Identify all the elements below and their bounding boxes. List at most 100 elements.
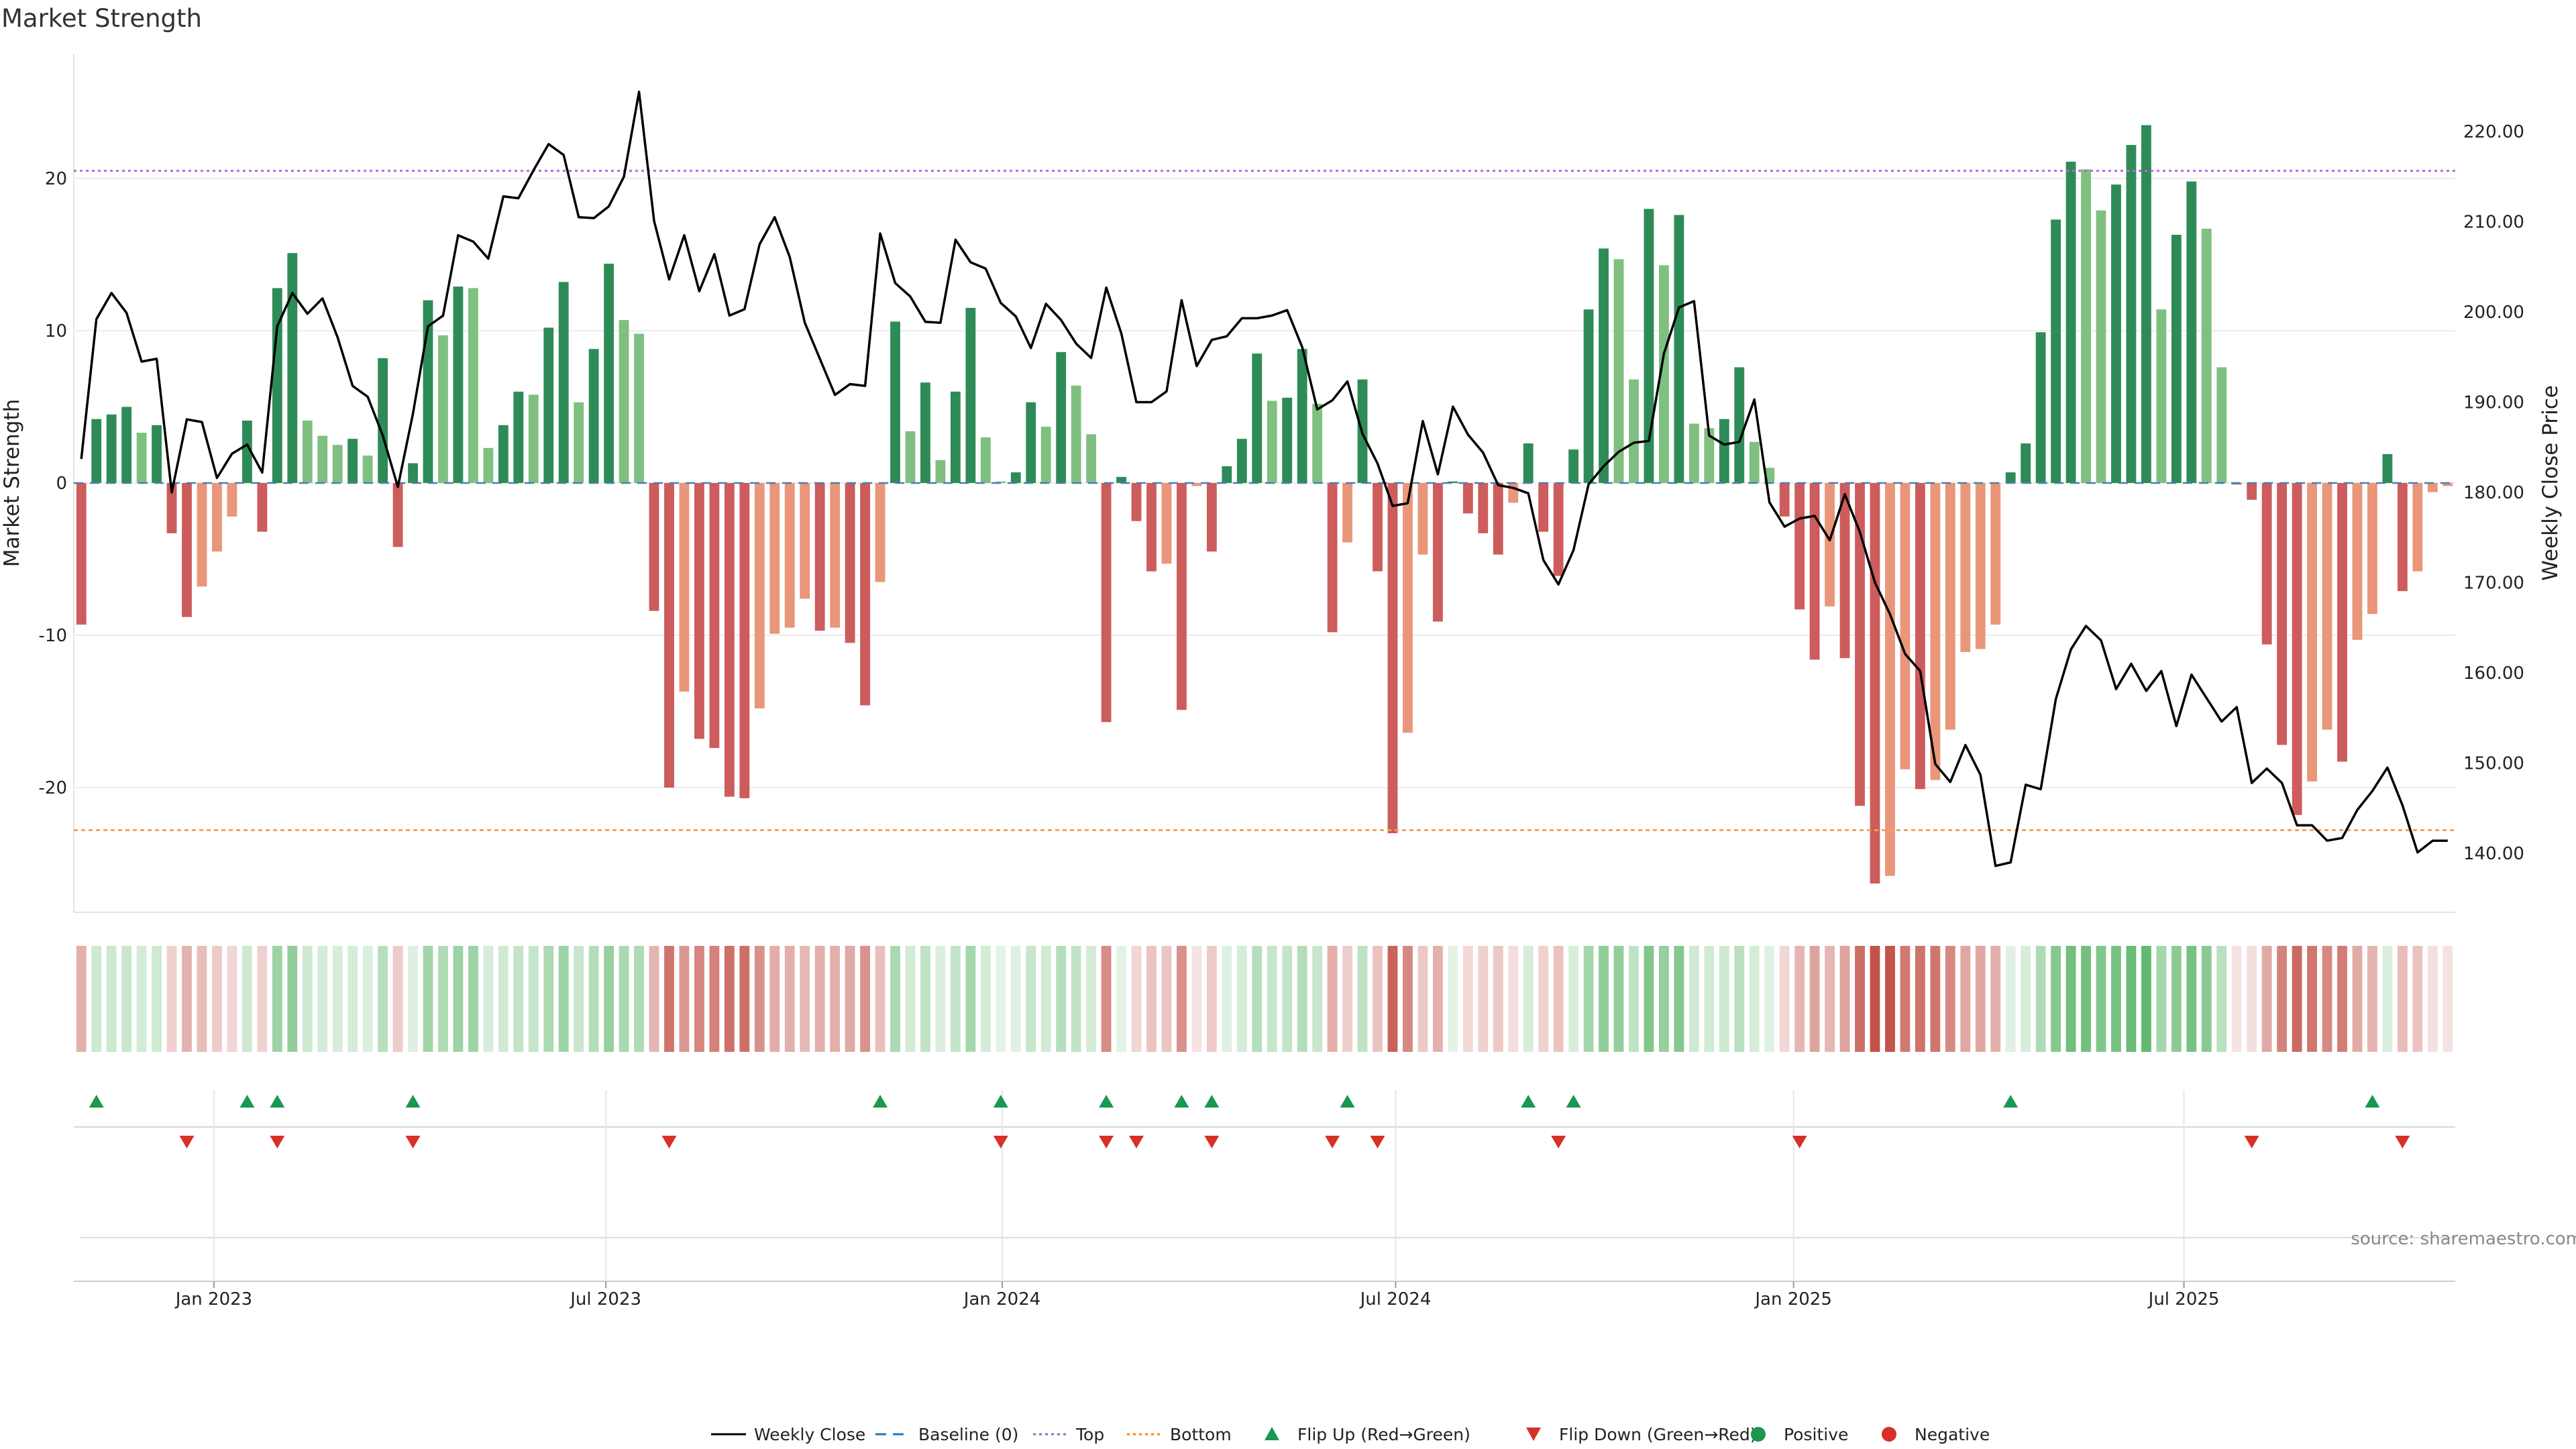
heat-cell [1915,946,1925,1052]
heat-cell [498,946,508,1052]
heat-cell [1161,946,1172,1052]
strength-bar [709,483,720,748]
strength-bar [1373,483,1383,572]
heat-cell [1056,946,1067,1052]
strength-bar [1839,483,1850,659]
heat-cell [1462,946,1473,1052]
strength-bar [679,483,690,692]
heat-cell [2171,946,2182,1052]
strength-bar [2021,443,2031,483]
heat-cell [588,946,599,1052]
right-tick-label: 220.00 [2463,122,2524,142]
flip-up-marker [405,1095,421,1108]
strength-bar [2156,309,2167,483]
strength-bar [1282,397,1293,483]
strength-bar [1312,403,1323,483]
left-tick-label: -10 [39,626,67,646]
heat-cell [1297,946,1307,1052]
strength-bar [1508,483,1519,503]
flip-up-marker [270,1095,285,1108]
strength-bar [152,425,162,483]
heat-cell [875,946,885,1052]
strength-bar [272,288,282,483]
right-y-ticks: 140.00 150.00 160.00 170.00 180.00 190.00 200.… [2463,122,2524,864]
strength-bar [935,460,946,483]
x-axis-ticks: Jan 2023 Jul 2023 Jan 2024 Jul 2024 Jan 2025… [174,1281,2219,1309]
strength-bar [724,483,735,797]
strength-bar [1206,483,1217,552]
right-tick-label: 170.00 [2463,574,2524,594]
heat-cell [1146,946,1157,1052]
heat-cell [709,946,720,1052]
heat-cell [1417,946,1428,1052]
heat-cell [800,946,810,1052]
strength-bar [1252,354,1263,483]
strength-bar [950,391,961,483]
strength-bar [1658,265,1669,483]
heat-cell [378,946,388,1052]
flip-up-marker [1174,1095,1189,1108]
strength-bar [1448,481,1458,483]
strength-bar [558,282,569,483]
heat-cell [1493,946,1503,1052]
strength-bar [890,321,900,483]
chart-title: Market Strength [1,4,202,33]
strength-bar [2051,219,2061,483]
strength-bar [468,288,478,483]
heat-cell [1448,946,1458,1052]
strength-bar [2141,125,2151,484]
x-tick-label: Jan 2025 [1754,1289,1832,1309]
strength-bar [1674,215,1684,483]
strength-bar [1568,449,1579,483]
left-y-axis-label: Market Strength [0,399,24,568]
x-tick-label: Jul 2023 [569,1289,641,1309]
heat-cell [136,946,147,1052]
strength-bar [1945,483,1955,730]
strength-bar [1387,483,1398,834]
strength-bar [2005,472,2016,483]
heat-cell [784,946,795,1052]
weekly-close-line [80,91,2448,867]
strength-bar [814,483,825,631]
legend-label: Top [1075,1425,1104,1444]
heat-cell [2021,946,2031,1052]
strength-bars [76,125,2453,884]
heat-cell [483,946,494,1052]
strength-bar [920,382,930,483]
flip-down-marker [1325,1136,1340,1148]
heat-cell [423,946,433,1052]
heat-cell [845,946,855,1052]
strength-bar [1734,367,1745,483]
legend-label: Negative [1915,1425,1990,1444]
heat-cell [2397,946,2408,1052]
strength-bar [1975,483,1986,649]
x-tick-label: Jan 2023 [174,1289,253,1309]
flip-up-marker [993,1095,1008,1108]
heat-cell [2126,946,2137,1052]
flip-up-marker [1099,1095,1114,1108]
heat-cell [2427,946,2438,1052]
legend-triangle-up-icon [1265,1427,1279,1440]
heat-cell [408,946,418,1052]
strength-bar [1688,423,1699,483]
flip-up-marker [1340,1095,1355,1108]
heat-cell [965,946,976,1052]
strength-bar [739,483,750,798]
heat-cell [1975,946,1986,1052]
heat-cell [664,946,674,1052]
flip-down-marker [1099,1136,1114,1148]
strength-bar [784,483,795,628]
strength-bar [1432,483,1443,622]
strength-bar [257,483,268,532]
heat-cell [1236,946,1247,1052]
heat-cell [1568,946,1579,1052]
strength-bar [830,483,841,628]
flip-down-marker [1551,1136,1566,1148]
heat-cell [1191,946,1202,1052]
strength-bar [212,483,222,552]
heat-cell [1658,946,1669,1052]
heat-cell [2216,946,2227,1052]
x-tick-label: Jan 2024 [963,1289,1041,1309]
heat-cell [2035,946,2046,1052]
